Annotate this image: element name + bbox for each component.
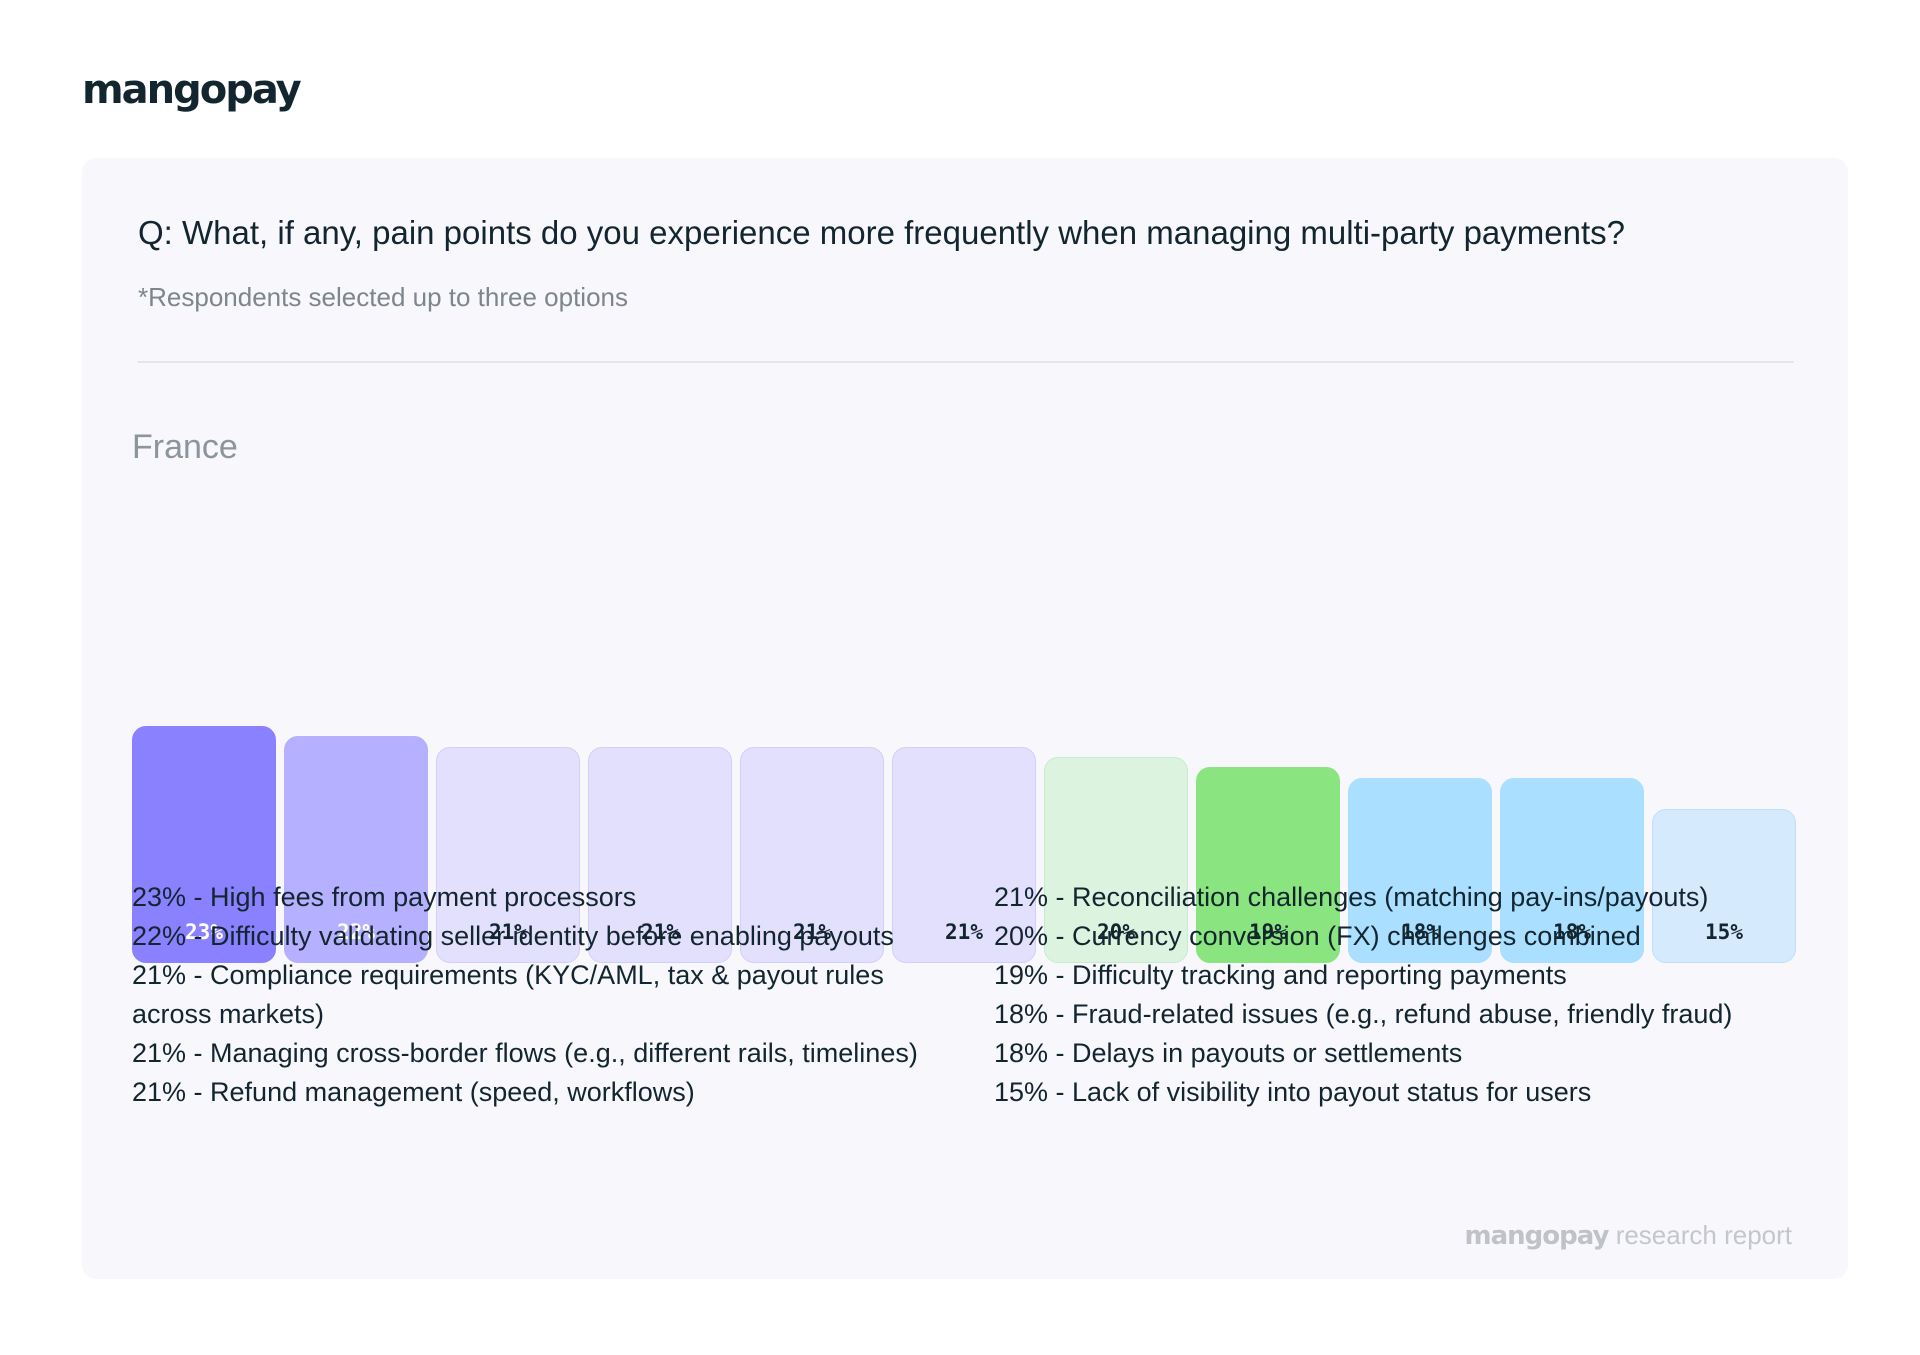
bar-2: 22% (284, 736, 428, 963)
bar-value-label: 21% (641, 919, 679, 944)
divider (138, 361, 1794, 363)
bar-value-label: 19% (1249, 919, 1287, 944)
footer-brand: mangopay (1464, 1221, 1610, 1251)
bar-3: 21% (436, 746, 580, 963)
legend-item: 21% - Managing cross-border flows (e.g.,… (132, 1038, 918, 1068)
legend-item: 21% - Reconciliation challenges (matchin… (994, 882, 1709, 912)
legend-item: 19% - Difficulty tracking and reporting … (994, 960, 1567, 990)
bar-value-label: 23% (185, 919, 223, 944)
legend-item: 15% - Lack of visibility into payout sta… (994, 1077, 1592, 1107)
respondent-note: *Respondents selected up to three option… (138, 282, 629, 312)
legend-item: 23% - High fees from payment processors (132, 882, 637, 912)
bar-11: 15% (1652, 808, 1796, 963)
legend-item: 18% - Delays in payouts or settlements (994, 1038, 1463, 1068)
bar-5: 21% (740, 746, 884, 963)
bar-10: 18% (1500, 777, 1644, 963)
bar-value-label: 21% (793, 919, 831, 944)
question-title: Q: What, if any, pain points do you expe… (138, 214, 1625, 251)
region-label: France (132, 428, 238, 466)
bar-chart: 23% 22% 21% 21% 21% 21% 20% 19% 18% 18% 15% (82, 538, 1848, 998)
survey-card: Q: What, if any, pain points do you expe… (82, 158, 1848, 1279)
bar-value-label: 21% (945, 919, 983, 944)
bar-9: 18% (1348, 777, 1492, 963)
legend-left: 23% - High fees from payment processors 2… (132, 878, 932, 1112)
bar-value-label: 18% (1553, 919, 1591, 944)
footer: mangopay research report (1465, 1220, 1792, 1251)
bar-value-label: 21% (489, 919, 527, 944)
bar-value-label: 20% (1097, 920, 1135, 944)
bar-4: 21% (588, 746, 732, 963)
legend-item: 22% - Difficulty validating seller ident… (132, 921, 894, 951)
legend-item: 20% - Currency conversion (FX) challenge… (994, 921, 1641, 951)
bar-7: 20% (1044, 757, 1188, 963)
legend-item: 18% - Fraud-related issues (e.g., refund… (994, 999, 1733, 1029)
mangopay-logo: mangopay (82, 67, 302, 113)
bar-6: 21% (892, 746, 1036, 963)
legend-right: 21% - Reconciliation challenges (matchin… (994, 878, 1814, 1112)
footer-text: research report (1608, 1220, 1792, 1250)
legend-item: 21% - Refund management (speed, workflow… (132, 1077, 695, 1107)
bar-1: 23% (132, 726, 276, 963)
bar-value-label: 18% (1401, 919, 1439, 944)
bar-value-label: 22% (337, 919, 375, 944)
legend-item: 21% - Compliance requirements (KYC/AML, … (132, 960, 884, 1029)
bar-value-label: 15% (1705, 920, 1743, 944)
bar-8: 19% (1196, 767, 1340, 963)
